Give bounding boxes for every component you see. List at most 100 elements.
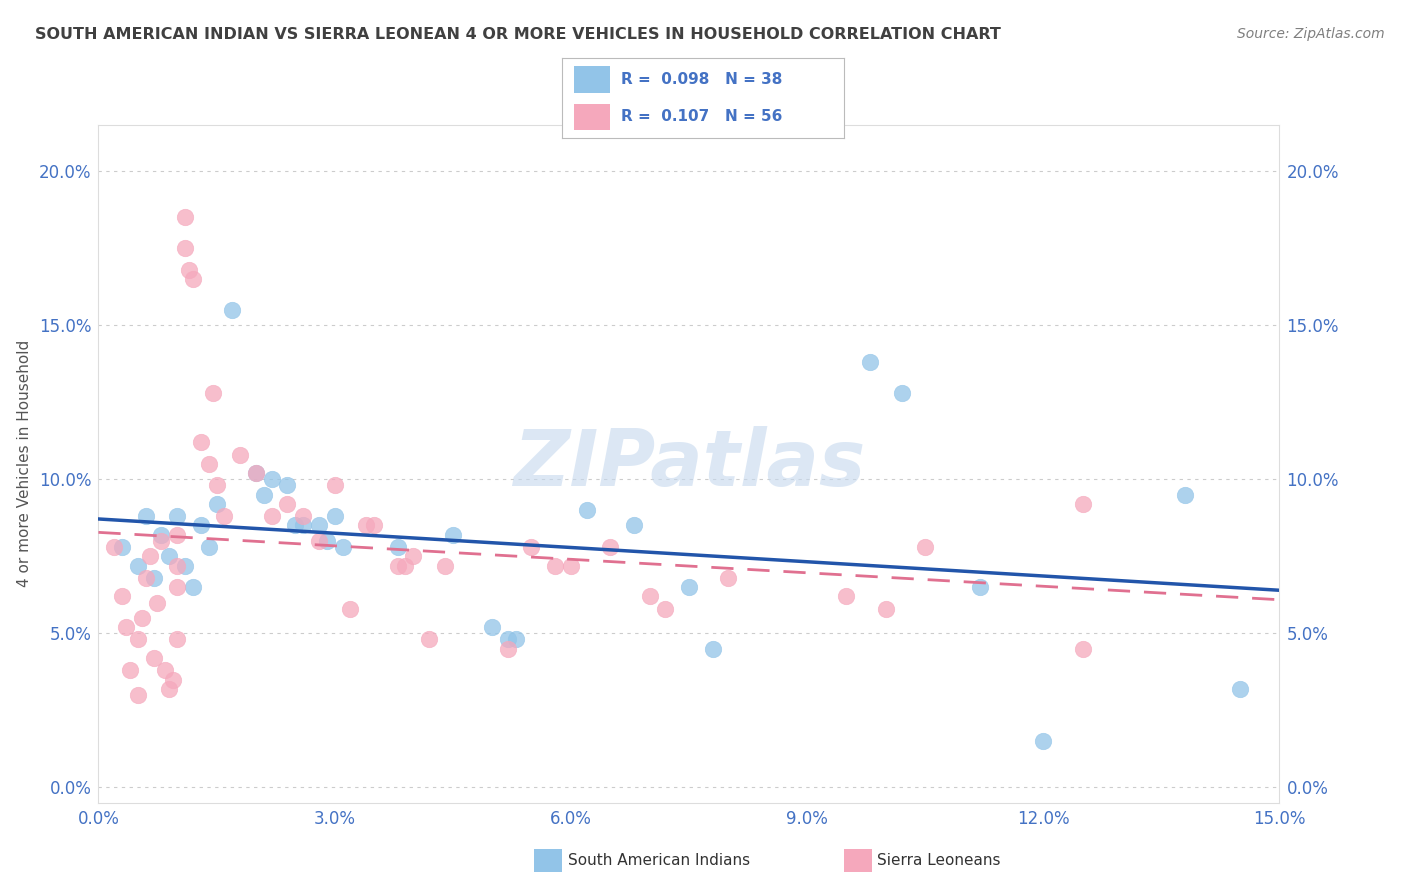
Point <box>205 478 228 492</box>
Point <box>1032 734 1054 748</box>
Point <box>131 611 153 625</box>
Point <box>157 549 180 564</box>
Point <box>174 241 197 255</box>
Point <box>332 540 354 554</box>
Point <box>638 590 661 604</box>
Point <box>717 571 740 585</box>
Point <box>197 457 219 471</box>
Point <box>969 580 991 594</box>
Point <box>575 503 598 517</box>
Point <box>155 663 177 677</box>
Point <box>363 518 385 533</box>
Point <box>678 580 700 594</box>
Text: R =  0.107   N = 56: R = 0.107 N = 56 <box>621 109 783 124</box>
Point <box>387 540 409 554</box>
Point <box>245 466 267 480</box>
Point <box>441 527 464 541</box>
Point <box>623 518 645 533</box>
Point <box>190 518 212 533</box>
Point <box>166 632 188 647</box>
Point <box>315 533 337 548</box>
Point <box>1229 681 1251 696</box>
Bar <box>574 66 610 93</box>
Point <box>914 540 936 554</box>
Point <box>146 595 169 609</box>
Point <box>190 435 212 450</box>
Point <box>560 558 582 573</box>
Point <box>387 558 409 573</box>
Point <box>142 651 165 665</box>
Point <box>115 620 138 634</box>
Point <box>433 558 456 573</box>
Point <box>1174 488 1197 502</box>
Point <box>166 580 188 594</box>
Bar <box>574 103 610 130</box>
Point <box>111 540 134 554</box>
Text: Source: ZipAtlas.com: Source: ZipAtlas.com <box>1237 27 1385 41</box>
Point <box>859 355 882 369</box>
Point <box>284 518 307 533</box>
Point <box>1071 497 1094 511</box>
Point <box>166 509 188 524</box>
Y-axis label: 4 or more Vehicles in Household: 4 or more Vehicles in Household <box>17 340 32 588</box>
Point <box>181 272 204 286</box>
Point <box>505 632 527 647</box>
Point <box>162 673 184 687</box>
Point <box>835 590 858 604</box>
Point <box>890 386 912 401</box>
Point <box>174 558 197 573</box>
Text: ZIPatlas: ZIPatlas <box>513 425 865 502</box>
Point <box>520 540 543 554</box>
Point <box>339 601 361 615</box>
Point <box>245 466 267 480</box>
Point <box>157 681 180 696</box>
Point <box>544 558 567 573</box>
Point <box>177 262 200 277</box>
Point <box>150 533 173 548</box>
Point <box>174 211 197 225</box>
Point <box>103 540 125 554</box>
Point <box>118 663 141 677</box>
Point <box>135 509 157 524</box>
Point <box>875 601 897 615</box>
Point <box>654 601 676 615</box>
Point <box>150 527 173 541</box>
Point <box>201 386 224 401</box>
Text: Sierra Leoneans: Sierra Leoneans <box>877 854 1001 868</box>
Point <box>418 632 440 647</box>
Point <box>308 533 330 548</box>
Point <box>292 509 315 524</box>
Point <box>402 549 425 564</box>
Text: South American Indians: South American Indians <box>568 854 751 868</box>
Point <box>496 632 519 647</box>
Point <box>111 590 134 604</box>
Point <box>142 571 165 585</box>
Point <box>394 558 416 573</box>
Point <box>496 641 519 656</box>
Point <box>127 558 149 573</box>
Point <box>214 509 236 524</box>
Point <box>181 580 204 594</box>
Point <box>1071 641 1094 656</box>
Point <box>276 497 298 511</box>
Point <box>138 549 160 564</box>
Point <box>229 448 252 462</box>
Point <box>702 641 724 656</box>
Point <box>323 509 346 524</box>
Point <box>127 688 149 702</box>
Point <box>221 302 243 317</box>
Point <box>127 632 149 647</box>
Point <box>166 527 188 541</box>
Point <box>260 509 283 524</box>
Point <box>205 497 228 511</box>
Point <box>260 472 283 486</box>
Text: SOUTH AMERICAN INDIAN VS SIERRA LEONEAN 4 OR MORE VEHICLES IN HOUSEHOLD CORRELAT: SOUTH AMERICAN INDIAN VS SIERRA LEONEAN … <box>35 27 1001 42</box>
Point <box>166 558 188 573</box>
Point <box>308 518 330 533</box>
Point <box>276 478 298 492</box>
Point <box>481 620 503 634</box>
Text: R =  0.098   N = 38: R = 0.098 N = 38 <box>621 72 783 87</box>
Point <box>253 488 276 502</box>
Point <box>323 478 346 492</box>
Point <box>135 571 157 585</box>
